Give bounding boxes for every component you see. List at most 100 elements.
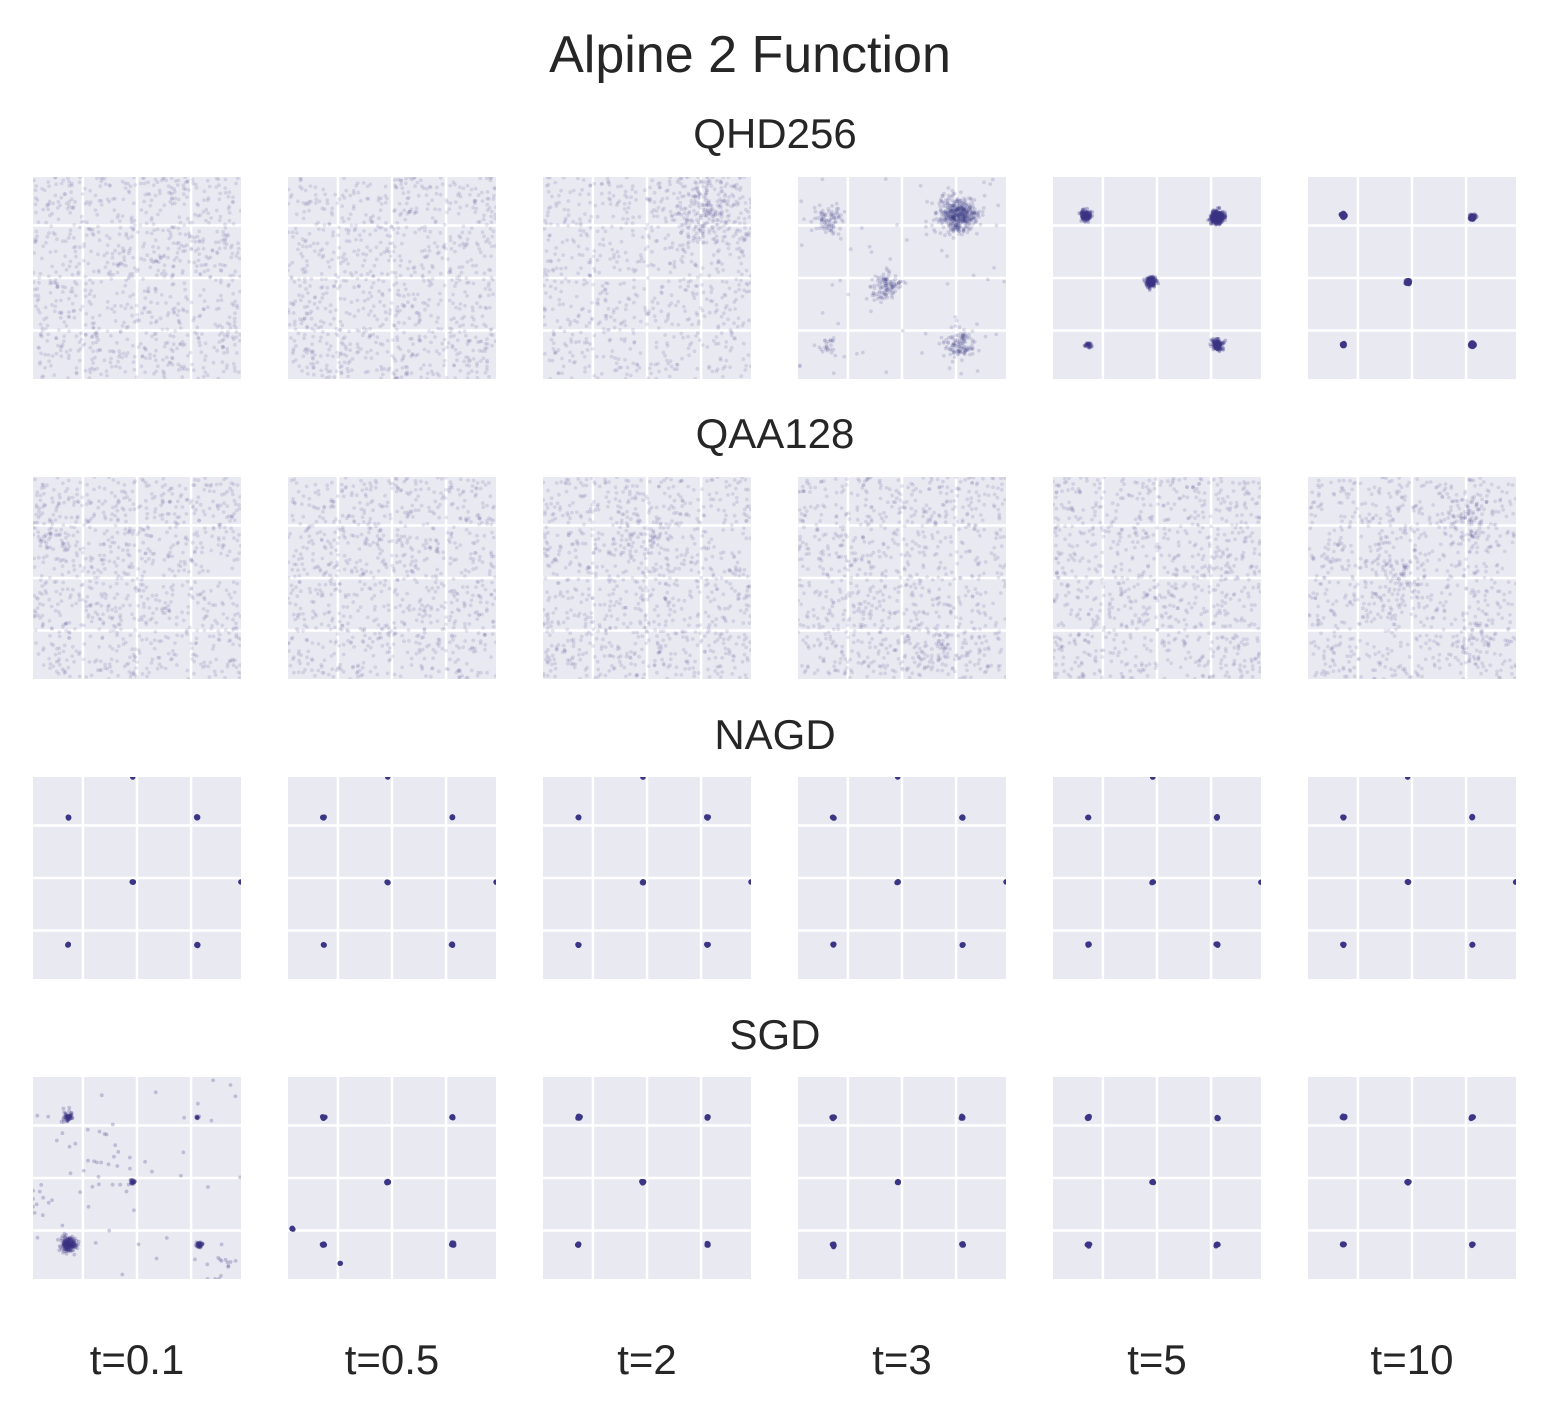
data-point [318, 354, 323, 358]
data-point [329, 210, 334, 215]
data-point [489, 275, 494, 280]
data-point [546, 206, 551, 211]
data-point [219, 280, 223, 285]
data-point [955, 198, 959, 203]
data-point [176, 178, 181, 183]
data-point [882, 296, 887, 301]
data-point [61, 178, 66, 183]
data-point [1213, 341, 1217, 346]
data-point [1214, 344, 1219, 349]
data-point [461, 186, 466, 191]
data-point [972, 211, 977, 216]
data-point [727, 286, 732, 291]
data-point [695, 240, 700, 244]
data-point [678, 285, 683, 289]
data-point [1217, 349, 1222, 354]
data-point [692, 234, 697, 239]
data-point [963, 348, 968, 352]
data-point [394, 275, 399, 280]
data-point [630, 184, 635, 188]
data-point [631, 233, 636, 238]
data-point [302, 336, 306, 341]
data-point [214, 208, 219, 213]
data-point [630, 228, 635, 233]
data-point [1212, 217, 1217, 222]
data-point [376, 198, 381, 203]
data-point [1209, 216, 1214, 221]
data-point [233, 369, 237, 373]
data-point [291, 301, 296, 306]
data-point [740, 250, 745, 255]
data-point [951, 215, 956, 220]
data-point [954, 217, 958, 222]
data-point [393, 185, 398, 190]
data-point [697, 319, 701, 324]
data-point [700, 343, 705, 347]
data-point [1088, 210, 1092, 214]
data-point [66, 236, 71, 240]
data-point [445, 200, 449, 205]
data-point [1214, 214, 1219, 219]
data-point [604, 316, 609, 321]
data-point [356, 248, 361, 253]
data-point [335, 350, 339, 355]
data-point [1215, 212, 1220, 217]
data-point [1146, 277, 1151, 282]
data-point [193, 182, 198, 187]
data-point [723, 184, 728, 189]
data-point [120, 214, 125, 219]
data-point [931, 218, 936, 223]
data-point [706, 179, 710, 184]
data-point [650, 249, 654, 254]
data-point [818, 210, 823, 215]
data-point [1081, 217, 1085, 222]
data-point [944, 213, 949, 218]
data-point [1212, 210, 1217, 215]
data-point [487, 375, 491, 379]
data-point [1084, 215, 1088, 220]
data-point [454, 305, 458, 310]
data-point [820, 177, 825, 182]
data-point [437, 250, 441, 255]
data-point [1218, 218, 1222, 223]
data-point [410, 303, 415, 308]
data-point [196, 213, 201, 218]
data-point [875, 283, 880, 288]
data-point [351, 204, 356, 209]
data-point [458, 368, 463, 373]
data-point [961, 220, 966, 225]
data-point [1150, 274, 1155, 279]
data-point [943, 346, 948, 351]
data-point [1217, 216, 1222, 221]
data-point [668, 261, 672, 266]
data-point [33, 280, 36, 285]
data-point [941, 339, 946, 344]
data-point [178, 231, 182, 236]
data-point [64, 350, 69, 354]
data-point [402, 330, 406, 335]
data-point [963, 333, 968, 338]
data-point [967, 218, 972, 223]
data-point [951, 229, 956, 234]
data-point [1213, 215, 1218, 220]
data-point [1082, 219, 1087, 224]
data-point [574, 340, 578, 345]
data-point [1085, 214, 1089, 219]
data-point [945, 201, 950, 206]
data-point [946, 210, 951, 215]
data-point [1219, 213, 1224, 217]
data-point [457, 351, 462, 355]
data-point [966, 216, 970, 221]
data-point [301, 354, 306, 359]
data-point [588, 274, 593, 278]
data-point [621, 216, 625, 221]
data-point [955, 226, 959, 231]
data-point [963, 221, 968, 226]
data-point [967, 222, 972, 227]
data-point [1214, 221, 1218, 225]
data-point [1217, 347, 1222, 351]
data-point [949, 208, 953, 213]
data-point [1151, 279, 1156, 284]
data-point [132, 266, 137, 271]
data-point [136, 345, 141, 349]
